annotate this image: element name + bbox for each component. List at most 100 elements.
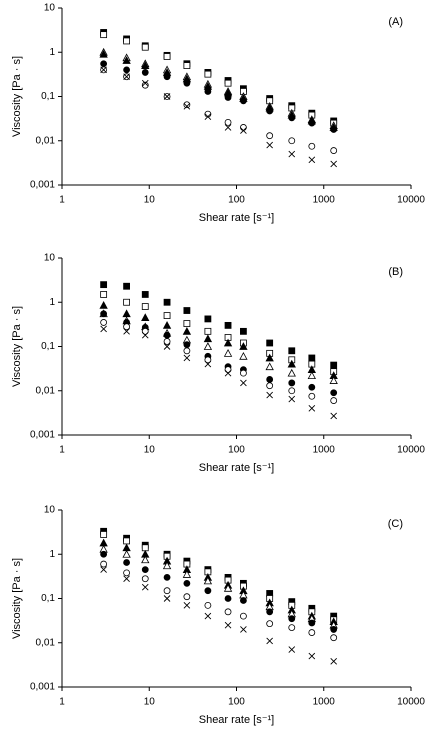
data-point	[266, 382, 274, 390]
data-point	[224, 621, 232, 629]
data-point	[288, 114, 296, 122]
x-tick-label: 100	[228, 195, 245, 206]
x-axis-label: Shear rate [s⁻¹]	[199, 462, 275, 474]
y-tick-label: 0,1	[41, 593, 55, 604]
data-point	[288, 646, 296, 653]
data-point	[308, 142, 316, 150]
data-point	[240, 127, 247, 134]
data-point	[224, 94, 232, 101]
x-tick-label: 10000	[397, 697, 425, 708]
data-point	[141, 575, 149, 583]
data-point	[330, 126, 338, 133]
data-point	[287, 359, 296, 368]
data-point	[308, 383, 316, 391]
data-point	[287, 368, 296, 377]
data-point	[266, 132, 274, 140]
data-point	[163, 338, 171, 345]
x-tick-label: 1000	[313, 445, 336, 456]
data-point	[182, 327, 192, 335]
data-point	[100, 550, 108, 558]
y-tick-label: 0,01	[36, 135, 56, 146]
panel-label: (C)	[388, 518, 403, 530]
data-point	[183, 602, 191, 609]
y-axis-label: Viscosity [Pa · s]	[11, 306, 23, 387]
y-tick-label: 0,1	[41, 91, 55, 102]
data-point	[330, 147, 338, 154]
data-point	[204, 315, 212, 323]
data-point	[100, 310, 108, 318]
x-axis-label: Shear rate [s⁻¹]	[199, 212, 275, 224]
data-point	[123, 73, 130, 81]
data-point	[99, 49, 108, 58]
y-tick-label: 1	[49, 47, 55, 58]
data-point	[183, 79, 191, 87]
y-axis-label: Viscosity [Pa · s]	[11, 56, 23, 137]
data-point	[163, 587, 171, 595]
data-point	[308, 392, 316, 400]
data-point	[183, 347, 191, 355]
data-point	[204, 587, 212, 595]
data-point	[288, 615, 296, 623]
y-tick-label: 1	[49, 549, 55, 560]
data-point	[240, 97, 247, 105]
data-point	[141, 303, 149, 310]
data-point	[224, 608, 232, 616]
data-point	[204, 327, 212, 335]
data-point	[204, 360, 212, 368]
data-point	[122, 549, 131, 558]
x-tick-label: 1	[59, 195, 65, 206]
data-point	[240, 369, 247, 377]
x-tick-label: 1	[59, 697, 65, 708]
data-point	[330, 397, 338, 404]
x-axis-label: Shear rate [s⁻¹]	[199, 714, 275, 726]
data-point	[265, 362, 274, 371]
x-tick-label: 100	[228, 445, 245, 456]
data-point	[240, 626, 247, 633]
x-tick-label: 1000	[313, 195, 336, 206]
data-point	[224, 366, 232, 374]
data-point	[100, 560, 108, 568]
data-point	[224, 118, 232, 126]
data-point	[163, 53, 171, 60]
panel-label: (B)	[388, 266, 403, 278]
data-point	[308, 354, 316, 362]
data-point	[203, 342, 213, 350]
y-tick-label: 0,01	[36, 385, 56, 396]
data-point	[330, 634, 338, 642]
y-tick-label: 0,001	[30, 430, 55, 441]
panel: 0,001 0,01 0,1 1 10 1 10 100 1000 10000 Shear rate…	[11, 3, 425, 224]
data-point	[204, 88, 212, 95]
data-point	[330, 361, 338, 369]
data-point	[163, 573, 171, 581]
data-point	[183, 320, 191, 327]
data-point	[183, 307, 191, 314]
x-tick-label: 10000	[397, 195, 425, 206]
data-point	[224, 321, 232, 329]
data-point	[122, 543, 131, 552]
y-tick-label: 10	[44, 253, 56, 264]
data-point	[330, 626, 338, 633]
x-tick-label: 1000	[313, 697, 336, 708]
panel-label: (A)	[388, 16, 403, 28]
data-point	[122, 309, 131, 318]
data-point	[288, 347, 296, 355]
data-point	[163, 331, 171, 339]
data-point	[123, 298, 130, 306]
y-tick-label: 10	[44, 3, 56, 14]
data-point	[240, 597, 247, 604]
data-point	[288, 150, 296, 158]
data-point	[141, 544, 149, 552]
data-point	[240, 379, 247, 387]
data-point	[123, 37, 130, 45]
data-point	[100, 281, 108, 289]
data-point	[163, 298, 171, 306]
data-point	[183, 354, 191, 362]
data-point	[308, 619, 316, 627]
data-point	[163, 93, 171, 100]
data-point	[224, 369, 232, 377]
data-point	[183, 579, 191, 587]
data-point	[141, 566, 149, 573]
data-point	[204, 612, 212, 620]
data-point	[224, 124, 232, 131]
data-point	[141, 331, 149, 339]
